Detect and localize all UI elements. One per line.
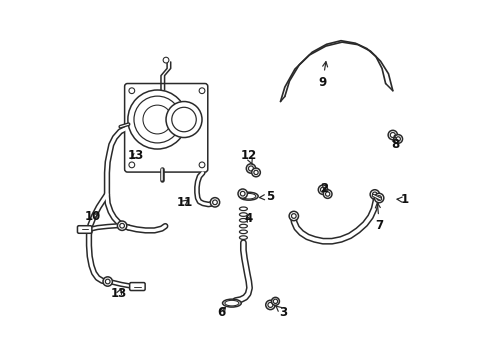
Circle shape	[127, 90, 186, 149]
Text: 12: 12	[240, 149, 256, 165]
Circle shape	[273, 299, 277, 303]
Circle shape	[120, 223, 124, 228]
Circle shape	[288, 211, 298, 221]
Circle shape	[271, 297, 279, 305]
Circle shape	[246, 164, 255, 173]
Circle shape	[376, 196, 381, 200]
Circle shape	[291, 213, 296, 218]
Circle shape	[325, 192, 329, 196]
FancyBboxPatch shape	[129, 283, 145, 291]
Circle shape	[129, 88, 134, 94]
Text: 3: 3	[275, 306, 286, 319]
Text: 4: 4	[244, 212, 252, 225]
Circle shape	[323, 190, 331, 198]
Ellipse shape	[239, 192, 258, 200]
Text: 10: 10	[85, 210, 101, 222]
Circle shape	[393, 135, 402, 143]
Circle shape	[372, 192, 376, 197]
Text: 13: 13	[111, 287, 127, 300]
Ellipse shape	[224, 300, 239, 306]
Text: 13: 13	[127, 149, 143, 162]
Ellipse shape	[239, 207, 247, 211]
Circle shape	[395, 137, 400, 141]
Circle shape	[212, 200, 217, 204]
Text: 11: 11	[176, 196, 192, 209]
Text: 7: 7	[375, 203, 383, 232]
Circle shape	[253, 170, 258, 175]
Circle shape	[105, 279, 110, 284]
Circle shape	[248, 166, 253, 171]
Circle shape	[199, 88, 204, 94]
Circle shape	[142, 105, 171, 134]
Text: 8: 8	[391, 135, 399, 151]
FancyBboxPatch shape	[124, 84, 207, 172]
Ellipse shape	[222, 299, 241, 307]
Circle shape	[103, 277, 112, 286]
Text: 1: 1	[396, 193, 408, 206]
Ellipse shape	[239, 224, 247, 228]
Text: 2: 2	[320, 182, 328, 195]
Circle shape	[134, 96, 181, 143]
Text: 5: 5	[259, 190, 274, 203]
Circle shape	[238, 189, 247, 198]
Circle shape	[267, 302, 272, 307]
Circle shape	[369, 190, 379, 199]
Circle shape	[163, 57, 168, 63]
Circle shape	[117, 221, 126, 230]
Circle shape	[320, 187, 325, 192]
Ellipse shape	[239, 219, 247, 222]
Circle shape	[265, 300, 275, 310]
FancyBboxPatch shape	[77, 226, 92, 233]
Ellipse shape	[239, 213, 247, 216]
Circle shape	[374, 193, 383, 203]
Ellipse shape	[241, 193, 255, 199]
Circle shape	[171, 107, 196, 132]
Circle shape	[251, 168, 260, 177]
Circle shape	[387, 130, 397, 140]
Circle shape	[240, 191, 244, 196]
Circle shape	[199, 162, 204, 168]
Circle shape	[389, 132, 394, 138]
Circle shape	[129, 162, 134, 168]
Circle shape	[166, 102, 202, 138]
Text: 9: 9	[318, 62, 327, 89]
Circle shape	[318, 185, 327, 194]
Ellipse shape	[239, 236, 247, 239]
Circle shape	[210, 198, 219, 207]
Text: 6: 6	[217, 306, 225, 319]
Ellipse shape	[239, 230, 247, 234]
